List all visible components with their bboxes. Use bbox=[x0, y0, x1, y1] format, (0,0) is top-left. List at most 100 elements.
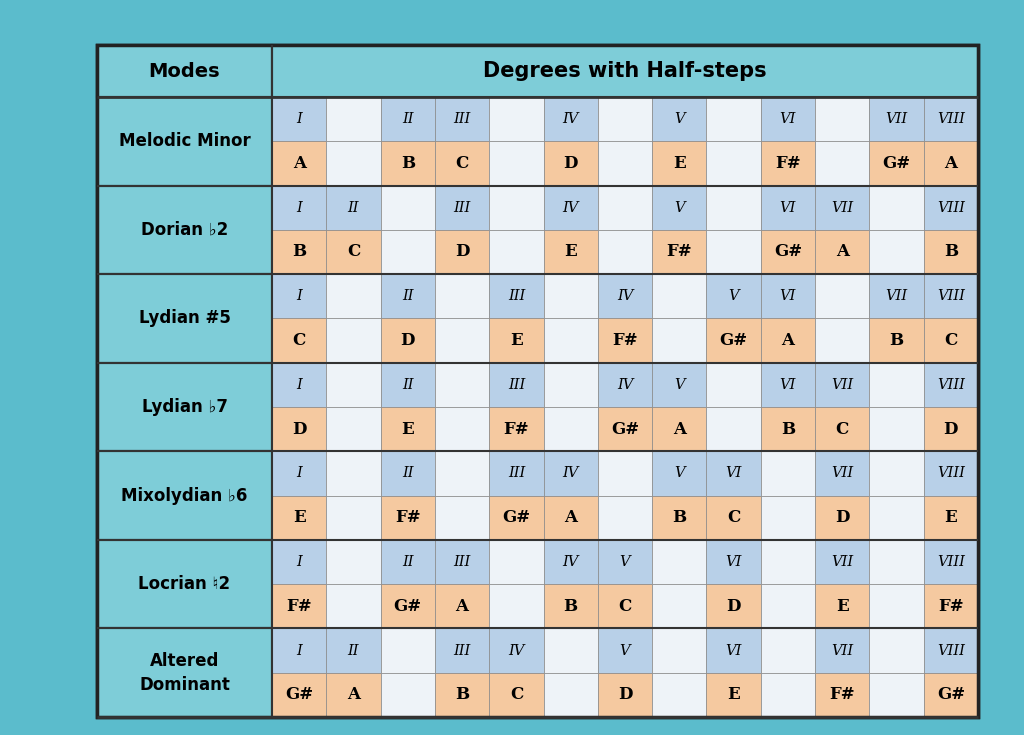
Bar bbox=[815, 274, 869, 318]
Text: Altered
Dominant: Altered Dominant bbox=[139, 652, 230, 694]
Bar bbox=[869, 407, 924, 451]
Text: F#: F# bbox=[829, 686, 855, 703]
Text: IV: IV bbox=[616, 290, 633, 304]
Text: VII: VII bbox=[831, 201, 853, 215]
Bar bbox=[869, 495, 924, 539]
Text: Lydian #5: Lydian #5 bbox=[138, 309, 230, 327]
Text: IV: IV bbox=[508, 644, 524, 658]
Bar bbox=[924, 97, 978, 141]
Text: II: II bbox=[402, 378, 414, 392]
Bar bbox=[272, 673, 327, 717]
Bar bbox=[381, 539, 435, 584]
Text: A: A bbox=[944, 155, 957, 172]
Text: V: V bbox=[674, 467, 685, 481]
Bar bbox=[435, 230, 489, 274]
Text: V: V bbox=[674, 112, 685, 126]
Bar bbox=[707, 362, 761, 407]
Bar bbox=[272, 230, 327, 274]
Bar bbox=[815, 407, 869, 451]
Bar bbox=[435, 628, 489, 673]
Bar bbox=[381, 495, 435, 539]
Text: G#: G# bbox=[883, 155, 910, 172]
Bar bbox=[327, 230, 381, 274]
Bar bbox=[815, 628, 869, 673]
Text: E: E bbox=[673, 155, 686, 172]
Bar bbox=[652, 584, 707, 628]
Text: A: A bbox=[347, 686, 360, 703]
Bar bbox=[435, 407, 489, 451]
Bar bbox=[652, 318, 707, 362]
Text: Lydian ♭7: Lydian ♭7 bbox=[141, 398, 227, 416]
Bar bbox=[707, 185, 761, 230]
Text: E: E bbox=[564, 243, 578, 260]
Bar bbox=[97, 45, 272, 97]
Bar bbox=[815, 495, 869, 539]
Bar bbox=[761, 230, 815, 274]
Bar bbox=[272, 141, 327, 185]
Text: I: I bbox=[296, 555, 302, 569]
Text: I: I bbox=[296, 201, 302, 215]
Text: B: B bbox=[400, 155, 415, 172]
Text: VIII: VIII bbox=[937, 290, 965, 304]
Bar bbox=[707, 628, 761, 673]
Bar bbox=[489, 318, 544, 362]
Text: G#: G# bbox=[393, 598, 422, 614]
Bar bbox=[598, 584, 652, 628]
Bar bbox=[598, 451, 652, 495]
Text: VIII: VIII bbox=[937, 112, 965, 126]
Text: C: C bbox=[727, 509, 740, 526]
Text: VI: VI bbox=[725, 467, 741, 481]
Bar bbox=[544, 584, 598, 628]
Text: E: E bbox=[836, 598, 849, 614]
Text: III: III bbox=[508, 378, 525, 392]
Bar bbox=[544, 451, 598, 495]
Bar bbox=[869, 362, 924, 407]
Text: D: D bbox=[455, 243, 469, 260]
Text: B: B bbox=[781, 420, 795, 437]
Bar bbox=[381, 407, 435, 451]
Text: A: A bbox=[564, 509, 578, 526]
Bar bbox=[652, 451, 707, 495]
Bar bbox=[652, 362, 707, 407]
Text: VI: VI bbox=[779, 201, 796, 215]
Bar bbox=[97, 97, 272, 185]
Text: VIII: VIII bbox=[937, 201, 965, 215]
Bar bbox=[598, 539, 652, 584]
Bar bbox=[544, 495, 598, 539]
Text: VII: VII bbox=[886, 290, 907, 304]
Text: C: C bbox=[347, 243, 360, 260]
Bar bbox=[489, 185, 544, 230]
Text: V: V bbox=[620, 644, 631, 658]
Bar bbox=[272, 97, 327, 141]
Text: F#: F# bbox=[504, 420, 529, 437]
Bar bbox=[598, 141, 652, 185]
Bar bbox=[869, 185, 924, 230]
Text: B: B bbox=[455, 686, 469, 703]
Bar bbox=[489, 230, 544, 274]
Text: VI: VI bbox=[779, 290, 796, 304]
Bar bbox=[272, 45, 978, 97]
Text: F#: F# bbox=[938, 598, 964, 614]
Bar bbox=[869, 451, 924, 495]
Bar bbox=[489, 97, 544, 141]
Text: A: A bbox=[781, 332, 795, 349]
Text: C: C bbox=[944, 332, 957, 349]
Bar bbox=[272, 628, 327, 673]
Bar bbox=[327, 318, 381, 362]
Bar bbox=[761, 451, 815, 495]
Bar bbox=[598, 97, 652, 141]
Bar bbox=[489, 274, 544, 318]
Bar bbox=[327, 539, 381, 584]
Bar bbox=[652, 274, 707, 318]
Text: E: E bbox=[510, 332, 523, 349]
Bar bbox=[815, 584, 869, 628]
Bar bbox=[924, 141, 978, 185]
Text: D: D bbox=[943, 420, 958, 437]
Bar bbox=[435, 495, 489, 539]
Text: IV: IV bbox=[616, 378, 633, 392]
Bar bbox=[598, 185, 652, 230]
Bar bbox=[272, 274, 327, 318]
Bar bbox=[652, 141, 707, 185]
Bar bbox=[598, 495, 652, 539]
Text: IV: IV bbox=[562, 467, 579, 481]
